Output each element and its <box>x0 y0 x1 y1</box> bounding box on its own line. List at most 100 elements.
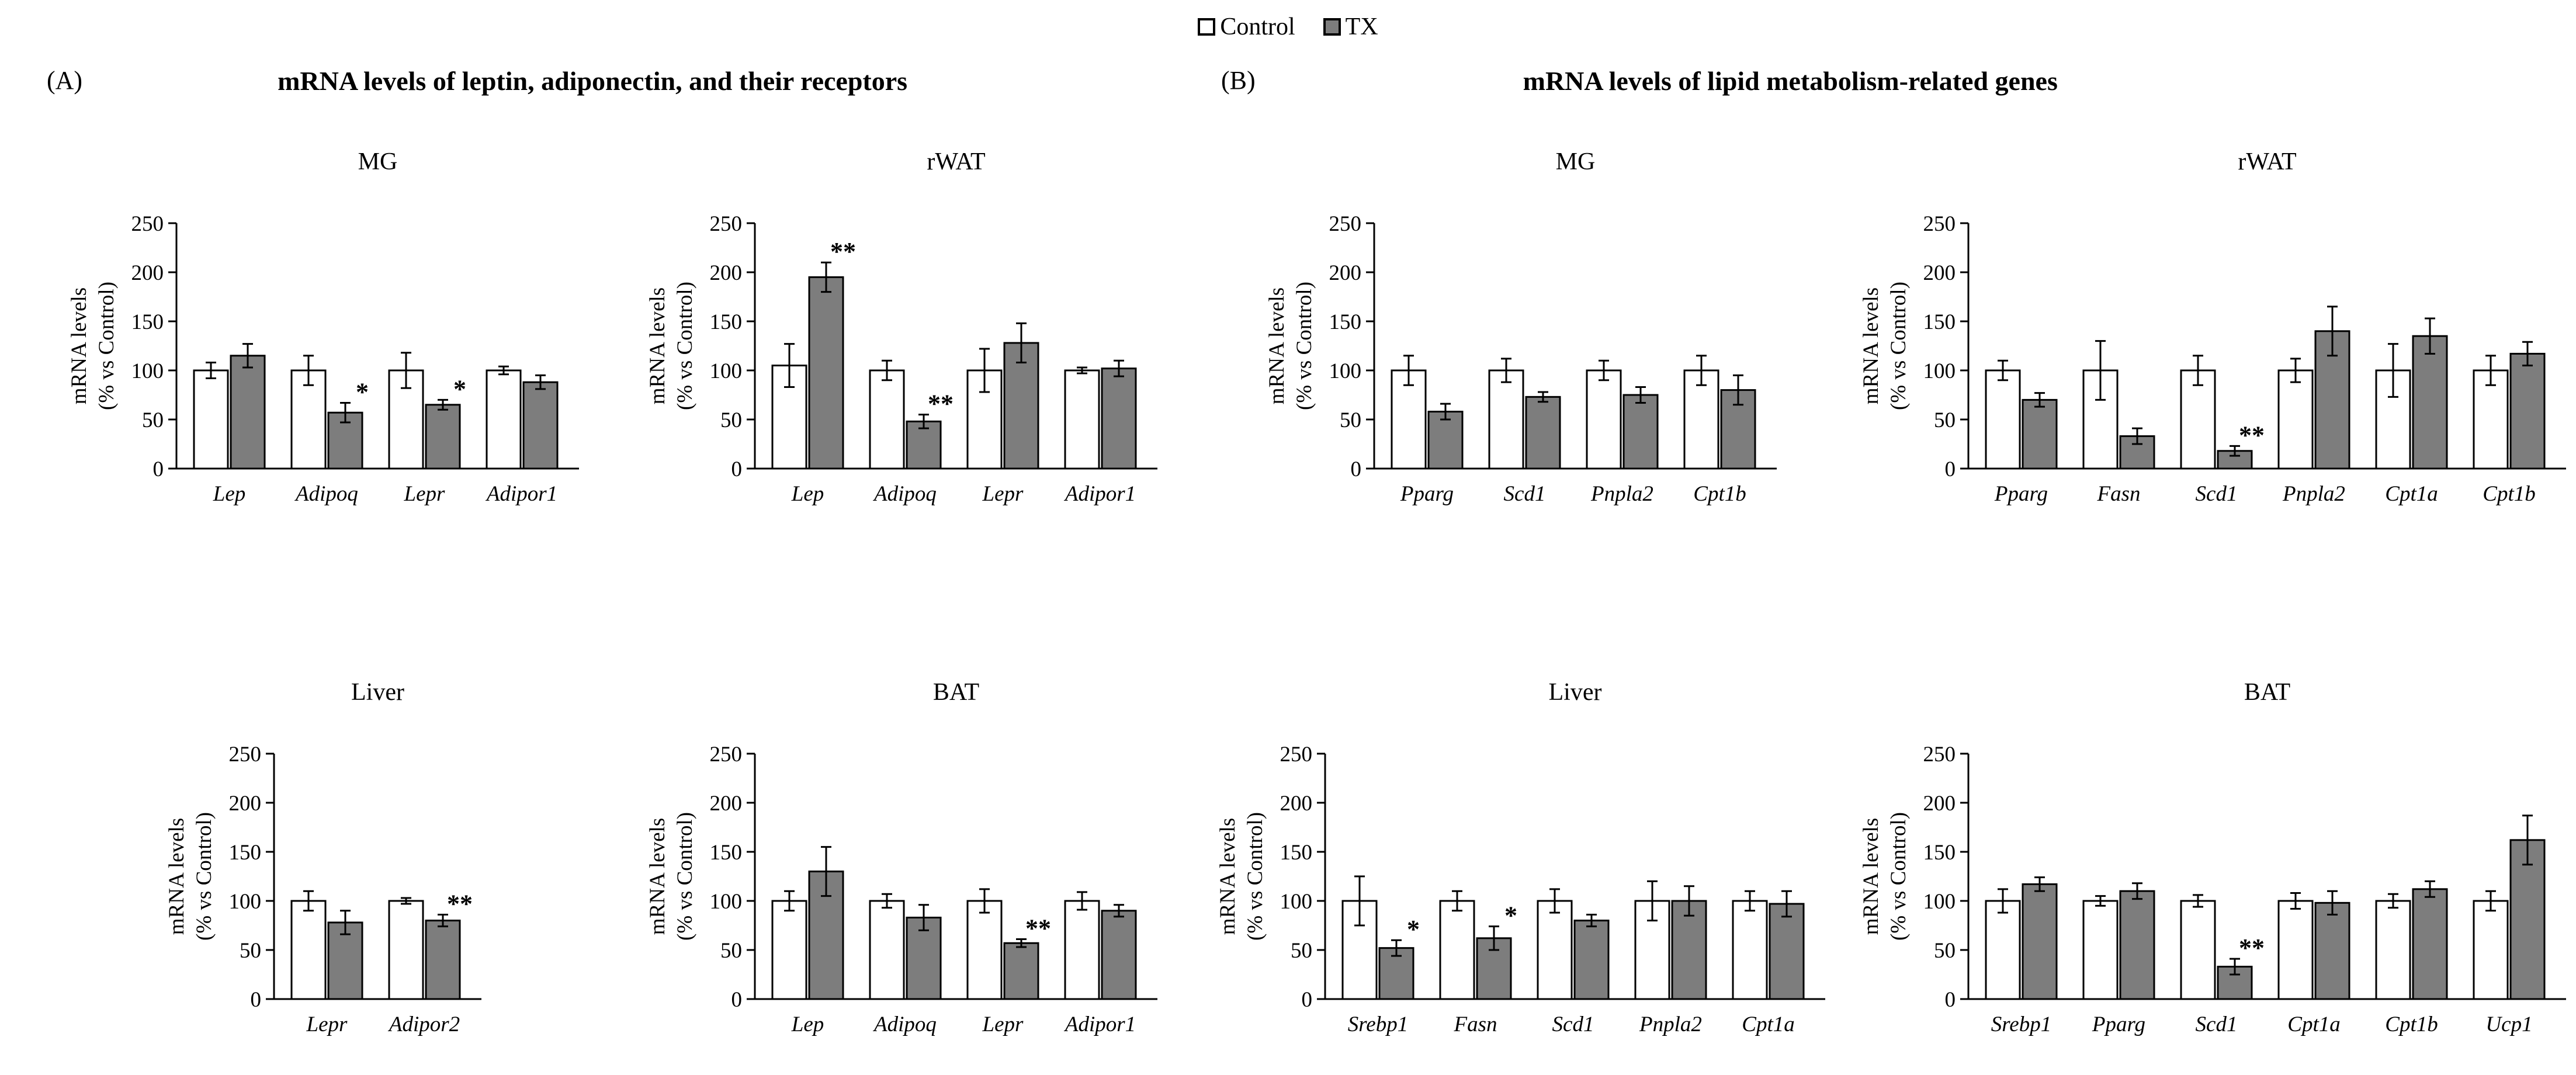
gene-label: Scd1 <box>1552 1012 1594 1036</box>
gene-label: Scd1 <box>2196 482 2238 506</box>
bar-control <box>2375 900 2411 1000</box>
bar-chart-a-rwat: mRNA levels (% vs Control) 0 50 100 150 200 250… <box>646 148 1157 506</box>
y-tick-label: 150 <box>709 841 742 865</box>
y-tick-label: 250 <box>1923 212 1956 236</box>
bar-chart-a-mg: mRNA levels (% vs Control) 0 50 100 150 200 250… <box>67 148 579 506</box>
bar-control <box>2473 369 2509 470</box>
bar-tx <box>2022 398 2058 470</box>
y-tick-label: 0 <box>731 457 742 481</box>
bar-control <box>290 369 326 470</box>
gene-label: Lepr <box>982 482 1024 506</box>
bar-tx <box>2412 888 2448 1000</box>
legend-label-control: Control <box>1220 13 1295 40</box>
bar-tx <box>1101 910 1136 1000</box>
chart-cell-b-bat: mRNA levels (% vs Control) 0 50 100 150 200 250… <box>1846 672 2576 1046</box>
panel-a-label: (A) <box>47 66 83 95</box>
significance-marker: ** <box>1025 914 1051 943</box>
y-axis-label-line1: mRNA levels <box>67 287 91 404</box>
y-axis-label-line1: mRNA levels <box>646 818 670 935</box>
significance-marker: * <box>1504 901 1517 930</box>
y-tick-label: 50 <box>240 939 261 963</box>
bar-control <box>1064 900 1100 1000</box>
gene-label: Fasn <box>1454 1012 1497 1036</box>
gene-label: Adipoq <box>872 1012 937 1036</box>
chart-cell-b-mg: mRNA levels (% vs Control) 0 50 100 150 200 250… <box>1192 141 1846 515</box>
bar-control <box>1985 900 2021 1000</box>
gene-label: Lepr <box>306 1012 348 1036</box>
bar-tx <box>1622 394 1658 470</box>
y-tick-label: 0 <box>1945 457 1956 481</box>
y-tick-label: 50 <box>142 408 164 432</box>
chart-cell-a-liver: mRNA levels (% vs Control) 0 50 100 150 200 250… <box>35 672 608 1046</box>
bar-tx <box>522 381 558 470</box>
y-tick-label: 150 <box>709 310 742 334</box>
bar-control <box>1586 369 1621 470</box>
y-tick-label: 200 <box>228 792 261 816</box>
bar-control <box>1537 900 1573 1000</box>
gene-label: Pnpla2 <box>1590 482 1653 506</box>
bar-tx <box>1003 342 1039 470</box>
gene-label: Adipor1 <box>484 482 557 506</box>
gene-label: Lepr <box>982 1012 1024 1036</box>
bar-control <box>1391 369 1426 470</box>
chart-title: Liver <box>351 679 404 706</box>
significance-marker: ** <box>447 890 473 918</box>
y-axis-label-line2: (% vs Control) <box>1243 812 1267 941</box>
panel-headers: (A) mRNA levels of leptin, adiponectin, … <box>0 65 2576 108</box>
bar-control <box>1488 369 1524 470</box>
chart-title: MG <box>1555 148 1595 175</box>
bar-control <box>771 900 807 1000</box>
legend-label-tx: TX <box>1345 13 1378 40</box>
y-tick-label: 250 <box>1923 743 1956 767</box>
bar-tx <box>1671 900 1707 1000</box>
y-axis-label-line1: mRNA levels <box>1265 287 1289 404</box>
chart-title: BAT <box>2244 679 2290 706</box>
y-tick-label: 0 <box>152 457 164 481</box>
y-tick-label: 250 <box>1280 743 1313 767</box>
bar-control <box>2473 900 2509 1000</box>
bar-tx <box>1003 942 1039 1000</box>
bar-control <box>1732 900 1768 1000</box>
panel-a-title: mRNA levels of leptin, adiponectin, and … <box>278 66 908 96</box>
chart-title: Liver <box>1549 679 1602 706</box>
y-tick-label: 100 <box>1280 890 1313 914</box>
panel-b-title: mRNA levels of lipid metabolism-related … <box>1523 66 2058 96</box>
y-axis-label-line2: (% vs Control) <box>1887 812 1911 941</box>
y-axis-label-line2: (% vs Control) <box>673 812 697 941</box>
y-tick-label: 50 <box>720 939 742 963</box>
y-tick-label: 250 <box>228 743 261 767</box>
bar-chart-b-mg: mRNA levels (% vs Control) 0 50 100 150 200 250… <box>1265 148 1777 506</box>
gene-label: Srebp1 <box>1348 1012 1408 1036</box>
chart-row-bottom: mRNA levels (% vs Control) 0 50 100 150 200 250… <box>0 672 2576 1046</box>
y-axis-label-line2: (% vs Control) <box>95 282 119 410</box>
significance-marker: * <box>356 377 369 406</box>
y-tick-label: 250 <box>1329 212 1361 236</box>
y-axis-label-line1: mRNA levels <box>646 287 670 404</box>
y-tick-label: 0 <box>1302 988 1313 1012</box>
bar-control <box>2180 369 2216 470</box>
bar-tx <box>1769 903 1805 1000</box>
bar-control <box>2277 369 2314 470</box>
bar-control <box>290 900 326 1000</box>
y-tick-label: 0 <box>250 988 261 1012</box>
gene-label: Fasn <box>2097 482 2141 506</box>
gene-label: Cpt1a <box>2287 1012 2340 1036</box>
gene-label: Pnpla2 <box>2282 482 2345 506</box>
gene-label: Adipoq <box>294 482 358 506</box>
y-axis-label-line1: mRNA levels <box>1859 818 1883 935</box>
bar-tx <box>2412 335 2448 470</box>
legend: Control TX <box>0 0 2576 41</box>
bar-control <box>1064 369 1100 470</box>
chart-title: rWAT <box>927 148 985 175</box>
y-tick-label: 50 <box>1934 408 1956 432</box>
gene-label: Pnpla2 <box>1639 1012 1702 1036</box>
y-axis-label-line2: (% vs Control) <box>1887 282 1911 410</box>
y-axis-label-line1: mRNA levels <box>1216 818 1240 935</box>
y-tick-label: 150 <box>228 841 261 865</box>
bar-tx <box>425 920 460 1000</box>
y-tick-label: 50 <box>720 408 742 432</box>
y-tick-label: 250 <box>131 212 164 236</box>
bar-tx <box>808 276 844 470</box>
y-tick-label: 50 <box>1340 408 1361 432</box>
y-tick-label: 150 <box>1280 841 1313 865</box>
